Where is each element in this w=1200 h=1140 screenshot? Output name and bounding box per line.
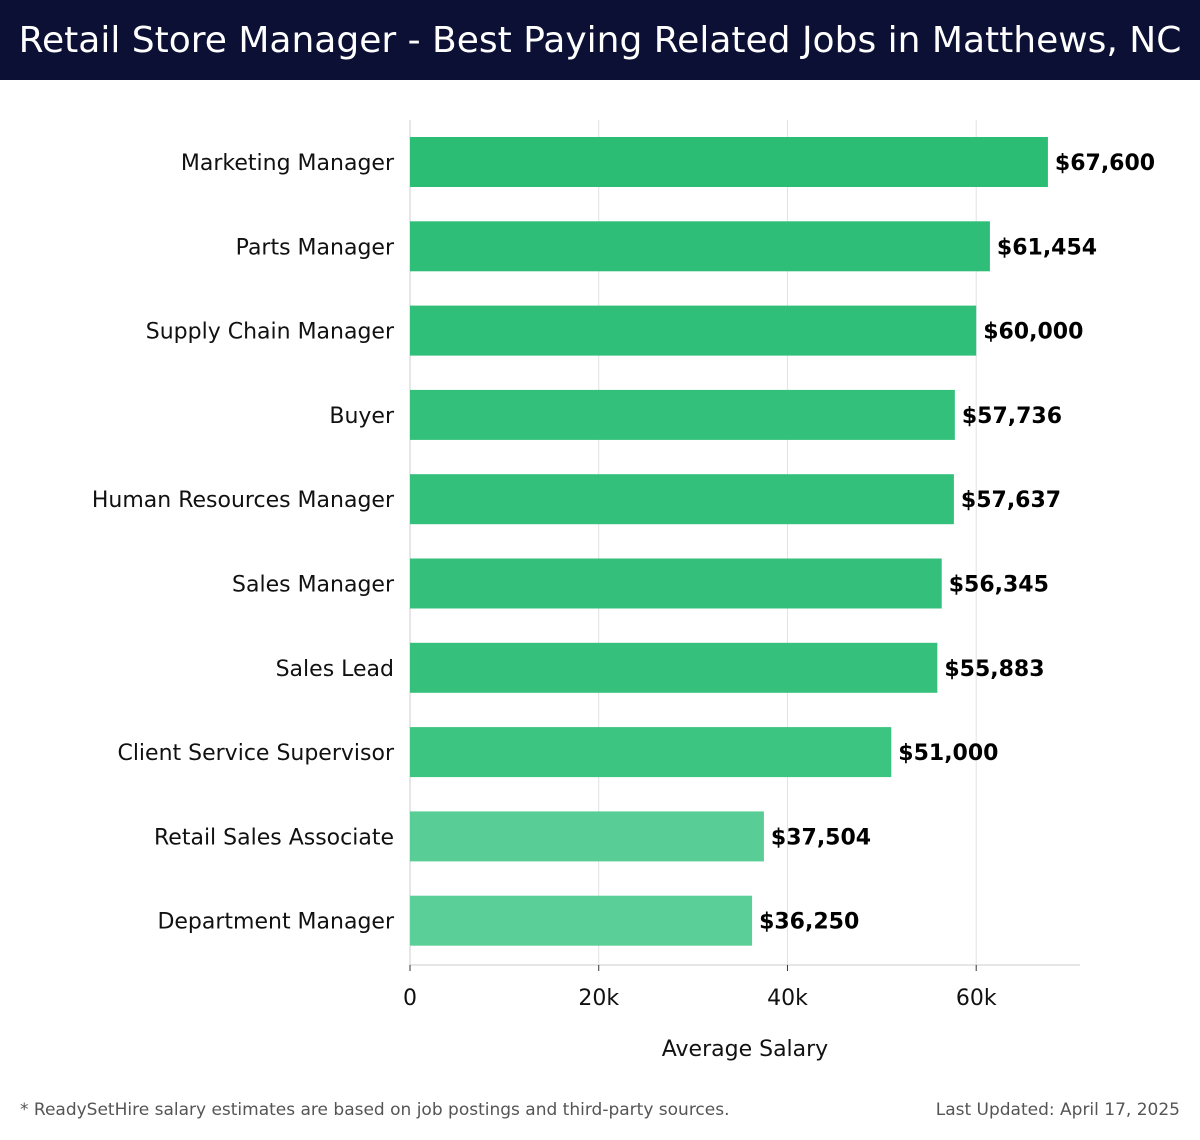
bar <box>410 895 753 946</box>
value-label: $36,250 <box>759 910 859 935</box>
x-tick-label: 40k <box>767 986 808 1011</box>
value-label: $37,504 <box>771 825 871 850</box>
value-label: $60,000 <box>983 320 1083 345</box>
bar <box>410 389 955 440</box>
value-label: $51,000 <box>898 741 998 766</box>
bar <box>410 558 942 609</box>
category-label: Marketing Manager <box>181 151 395 176</box>
category-label: Retail Sales Associate <box>154 825 394 850</box>
x-axis-title: Average Salary <box>662 1037 828 1062</box>
category-label: Supply Chain Manager <box>146 320 395 345</box>
last-updated: Last Updated: April 17, 2025 <box>935 1100 1180 1120</box>
category-label: Client Service Supervisor <box>117 741 394 766</box>
category-label: Human Resources Manager <box>92 488 395 513</box>
value-label: $56,345 <box>949 573 1049 598</box>
x-tick-label: 0 <box>403 986 417 1011</box>
category-label: Department Manager <box>157 910 395 935</box>
value-label: $61,454 <box>997 235 1097 260</box>
header-bar: Retail Store Manager - Best Paying Relat… <box>0 0 1200 80</box>
page-title: Retail Store Manager - Best Paying Relat… <box>18 19 1182 61</box>
bar <box>410 137 1048 187</box>
bar <box>410 221 990 272</box>
bar <box>410 305 977 356</box>
category-label: Sales Manager <box>232 573 395 598</box>
category-label: Parts Manager <box>236 235 395 260</box>
value-label: $55,883 <box>944 657 1044 682</box>
footer-note: * ReadySetHire salary estimates are base… <box>20 1100 730 1120</box>
value-label: $67,600 <box>1055 151 1155 176</box>
bar <box>410 727 892 778</box>
x-tick-label: 60k <box>956 986 997 1011</box>
value-label: $57,736 <box>962 404 1062 429</box>
bar <box>410 811 764 862</box>
value-label: $57,637 <box>961 488 1061 513</box>
category-label: Buyer <box>329 404 395 429</box>
bar <box>410 642 938 693</box>
x-tick-label: 20k <box>578 986 619 1011</box>
salary-bar-chart: 0 20k 40k 60k Average Salary Marketing Manage… <box>92 120 1155 1062</box>
category-label: Sales Lead <box>276 657 394 682</box>
bar <box>410 474 954 525</box>
